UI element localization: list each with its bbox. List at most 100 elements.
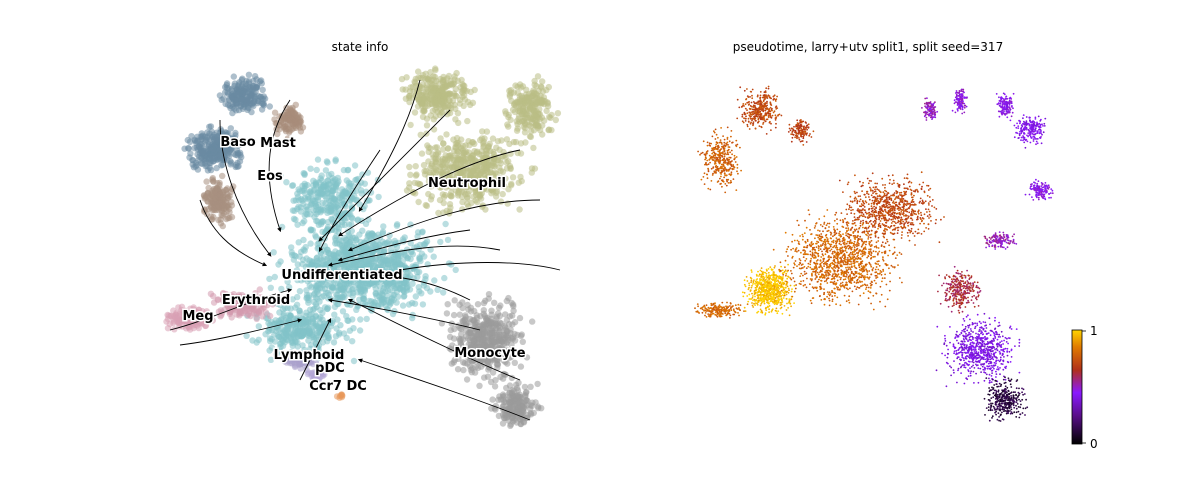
cell-point (335, 287, 342, 294)
cell-point (430, 126, 438, 133)
cell-point (489, 396, 496, 403)
cell-point (750, 286, 753, 289)
cell-point (788, 314, 791, 317)
cell-point (787, 287, 790, 290)
cell-point (761, 276, 764, 279)
cell-point (226, 214, 233, 222)
label-eos: Eos (257, 169, 283, 184)
cell-point (434, 286, 441, 293)
cell-point (767, 268, 770, 270)
cell-point (777, 301, 780, 304)
cell-point (447, 90, 454, 98)
cell-point (456, 301, 463, 308)
cell-point (466, 329, 473, 336)
cell-point (764, 307, 767, 310)
cell-point (788, 289, 790, 292)
cell-point (528, 119, 535, 126)
cell-point (780, 265, 782, 268)
cell-point (407, 171, 414, 178)
cell-point (756, 275, 758, 277)
cell-point (327, 201, 334, 209)
cell-point (430, 253, 437, 260)
cell-point (312, 320, 319, 328)
cell-point (191, 136, 198, 143)
cell-point (746, 295, 749, 297)
cell-point (271, 273, 278, 281)
cell-point (284, 109, 291, 116)
cell-point (785, 291, 788, 294)
cell-point (510, 400, 518, 407)
cell-point (315, 179, 323, 186)
cell-point (762, 283, 764, 286)
cell-point (761, 275, 763, 277)
cell-point (309, 227, 316, 234)
cell-point (774, 297, 777, 300)
cell-point (428, 193, 435, 200)
cell-point (291, 363, 299, 371)
cell-point (383, 305, 391, 313)
cell-point (757, 270, 759, 273)
cell-point (313, 166, 320, 174)
cell-point (764, 285, 766, 288)
cell-point (350, 357, 358, 365)
right-panel-title: pseudotime, larry+utv split1, split seed… (733, 40, 1003, 54)
cell-point (387, 286, 394, 293)
cell-point (786, 285, 789, 288)
cell-point (324, 177, 331, 184)
cell-point (434, 92, 442, 99)
cell-point (769, 283, 772, 286)
cell-point (234, 149, 241, 157)
cell-point (371, 232, 378, 239)
cell-point (772, 273, 775, 276)
cell-point (166, 320, 173, 328)
cell-point (514, 125, 521, 132)
cell-point (494, 333, 501, 340)
cell-point (419, 113, 427, 121)
cell-point (771, 278, 773, 280)
label-neutrophil: Neutrophil (428, 176, 506, 191)
cell-point (522, 139, 529, 146)
cell-point (749, 276, 752, 279)
cell-point (333, 325, 340, 332)
cell-point (480, 320, 487, 328)
cell-point (763, 299, 766, 302)
cell-point (466, 319, 473, 326)
cell-point (773, 303, 776, 306)
cell-point (743, 279, 746, 282)
cell-point (707, 313, 710, 315)
cell-point (516, 100, 524, 107)
label-mast: Mast (260, 136, 296, 151)
cell-point (747, 300, 750, 303)
cell-point (524, 99, 531, 106)
cell-point (402, 86, 409, 93)
cell-point (545, 83, 552, 91)
cell-point (310, 298, 318, 306)
cell-point (543, 107, 550, 115)
cell-point (765, 309, 768, 312)
cell-point (304, 294, 311, 301)
cell-point (775, 276, 778, 279)
cell-point (758, 273, 761, 276)
cell-point (770, 274, 773, 277)
cell-point (745, 276, 748, 278)
cell-point (775, 307, 778, 310)
cell-point (495, 412, 503, 420)
cell-point (793, 284, 796, 287)
cell-point (775, 285, 778, 288)
cell-point (785, 309, 788, 311)
cell-point (450, 335, 458, 342)
cell-point (456, 311, 463, 318)
cell-point (544, 100, 551, 107)
cell-point (379, 287, 387, 295)
cell-point (724, 312, 727, 315)
cell-point (208, 191, 216, 199)
cell-point (331, 311, 338, 318)
cell-point (499, 375, 507, 382)
cell-point (523, 91, 530, 98)
cell-point (420, 241, 427, 248)
cell-point (363, 315, 370, 323)
cell-point (403, 74, 410, 81)
cell-point (289, 296, 296, 303)
cell-point (499, 420, 507, 427)
cell-point (294, 261, 301, 268)
